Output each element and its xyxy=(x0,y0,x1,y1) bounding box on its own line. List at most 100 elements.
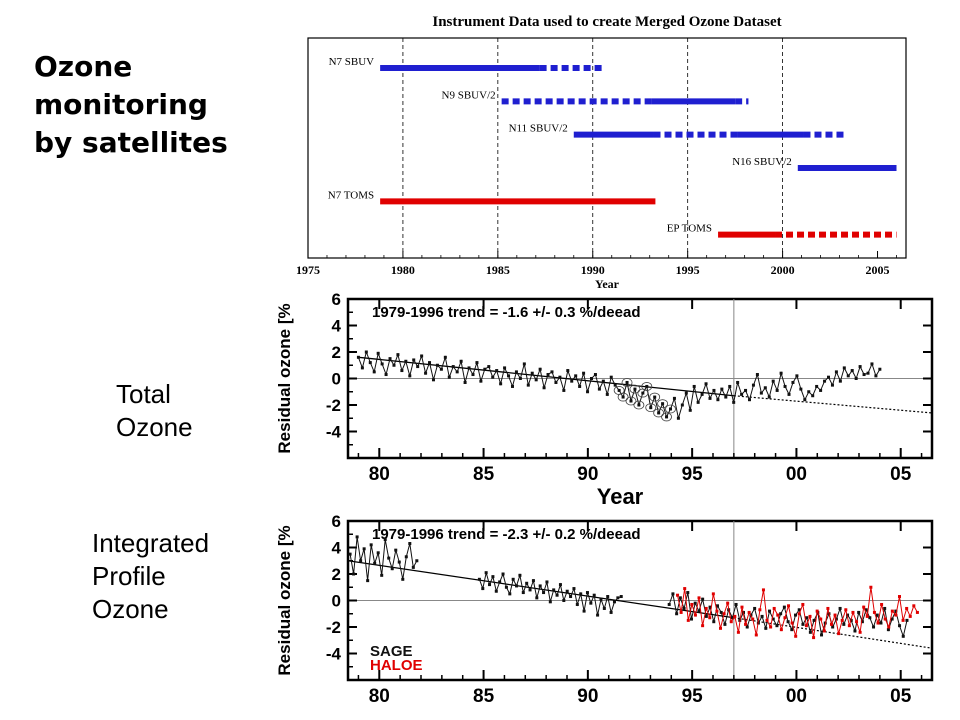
profile-ozone-haloe-point xyxy=(676,593,680,597)
total-ozone-series-point xyxy=(364,350,368,354)
total-ozone-series-point xyxy=(404,359,408,363)
profile-ozone-sage-point xyxy=(860,620,864,624)
profile-ozone-haloe-point xyxy=(865,614,869,618)
profile-ozone-sage-point xyxy=(504,585,508,589)
profile-ozone-trend-line xyxy=(347,560,734,619)
total-ozone-series-point xyxy=(827,375,831,379)
profile-ozone-sage-point xyxy=(723,622,727,626)
profile-ozone-y-tick-label: 4 xyxy=(332,539,342,558)
profile-ozone-haloe-point xyxy=(822,629,826,633)
profile-ozone-haloe-point xyxy=(701,624,705,628)
total-ozone-series-point xyxy=(360,366,364,370)
profile-ozone-sage-point xyxy=(579,592,583,596)
profile-ozone-haloe-point xyxy=(880,602,884,606)
profile-ozone-sage-point xyxy=(602,606,606,610)
profile-ozone-haloe-point xyxy=(829,622,833,626)
profile-ozone-sage-point xyxy=(508,592,512,596)
profile-ozone-sage-point xyxy=(619,595,623,599)
total-ozone-series-point xyxy=(570,379,574,383)
total-ozone-series-point xyxy=(475,361,479,365)
instrument-label-n7-toms: N7 TOMS xyxy=(328,189,374,201)
total-ozone-x-tick-label: 80 xyxy=(369,464,390,485)
profile-ozone-haloe-point xyxy=(754,633,758,637)
profile-ozone-haloe-line xyxy=(677,587,918,638)
profile-ozone-x-tick-label: 00 xyxy=(786,686,807,707)
profile-ozone-sage-point xyxy=(545,580,549,584)
profile-ozone-haloe-point xyxy=(747,610,751,614)
total-ozone-series-point xyxy=(578,384,582,388)
profile-ozone-haloe-point xyxy=(833,613,837,617)
profile-ozone-sage-point xyxy=(383,538,387,542)
total-ozone-series-point xyxy=(815,384,819,388)
profile-ozone-haloe-point xyxy=(787,604,791,608)
profile-ozone-y-tick-label: 0 xyxy=(332,592,341,611)
total-ozone-series-point xyxy=(534,378,538,382)
profile-ozone-sage-point xyxy=(535,596,539,600)
total-ozone-series-point xyxy=(708,396,712,400)
instrument-label-n7-sbuv: N7 SBUV xyxy=(329,56,375,68)
profile-ozone-haloe-point xyxy=(905,606,909,610)
profile-ozone-sage-point xyxy=(569,595,573,599)
total-ozone-series-point xyxy=(589,377,593,380)
profile-ozone-haloe-point xyxy=(894,613,898,617)
profile-ozone-sage-point xyxy=(764,626,768,630)
total-ozone-circled-point xyxy=(629,384,641,394)
profile-ozone-haloe-point xyxy=(815,609,819,613)
total-ozone-series-point xyxy=(372,370,376,374)
total-ozone-series-point xyxy=(601,379,605,383)
profile-ozone-sage-point xyxy=(348,552,352,556)
total-ozone-series-point xyxy=(712,388,716,392)
profile-ozone-sage-point xyxy=(808,630,812,634)
total-ozone-series-point xyxy=(846,374,850,378)
profile-ozone-sage-point xyxy=(834,617,838,621)
profile-ozone-sage-point xyxy=(552,588,556,592)
profile-ozone-haloe-point xyxy=(819,617,823,621)
timeline-x-tick-label: 1980 xyxy=(391,263,415,277)
total-ozone-series-point xyxy=(538,367,542,371)
total-ozone-series-point xyxy=(451,365,455,369)
total-ozone-series-point xyxy=(503,366,507,370)
profile-ozone-sage-point xyxy=(760,614,764,618)
profile-ozone-sage-point xyxy=(719,610,723,614)
total-ozone-series-point xyxy=(811,394,815,398)
profile-ozone-label: Integrated Profile Ozone xyxy=(92,527,209,626)
profile-ozone-haloe-point xyxy=(690,602,694,606)
profile-ozone-haloe-point xyxy=(890,609,894,613)
profile-ozone-sage-point xyxy=(790,628,794,632)
total-ozone-series-point xyxy=(823,379,827,383)
total-ozone-series-point xyxy=(700,392,704,396)
profile-ozone-legend-sage: SAGE xyxy=(370,643,413,660)
total-ozone-y-tick-label: 4 xyxy=(332,317,342,336)
total-ozone-circled-point xyxy=(617,392,629,402)
instrument-label-n9-sbuv-2: N9 SBUV/2 xyxy=(442,89,496,101)
total-ozone-series-point xyxy=(428,361,432,365)
profile-ozone-sage-point xyxy=(528,588,532,592)
total-ozone-series-point xyxy=(412,358,416,362)
profile-ozone-haloe-point xyxy=(765,618,769,622)
slide-title-line-2: monitoring xyxy=(34,88,208,121)
profile-ozone-haloe-point xyxy=(883,617,887,621)
profile-ozone-sage-point xyxy=(515,584,519,588)
total-ozone-series-point xyxy=(471,373,475,377)
total-ozone-series-point xyxy=(748,398,751,402)
total-ozone-series-point xyxy=(834,370,838,374)
total-ozone-series-point xyxy=(720,387,724,391)
total-ozone-series-point xyxy=(495,369,499,373)
profile-ozone-x-tick-label: 80 xyxy=(369,686,390,707)
total-ozone-series-point xyxy=(724,395,728,399)
profile-ozone-sage-point xyxy=(525,581,529,585)
total-ozone-series-point xyxy=(807,390,811,394)
profile-ozone-sage-point xyxy=(491,575,495,579)
profile-ozone-haloe-point xyxy=(686,618,690,622)
profile-ozone-sage-point xyxy=(376,551,380,555)
profile-ozone-sage-point xyxy=(562,599,566,602)
total-ozone-series-point xyxy=(751,383,755,387)
total-ozone-series-point xyxy=(400,369,404,373)
total-ozone-series-point xyxy=(467,366,471,370)
total-ozone-series-point xyxy=(546,373,550,377)
profile-ozone-haloe-point xyxy=(851,610,855,614)
profile-ozone-sage-point xyxy=(616,596,620,600)
profile-ozone-sage-point xyxy=(794,613,798,617)
instrument-label-ep-toms: EP TOMS xyxy=(667,223,712,235)
profile-ozone-sage-point xyxy=(411,565,415,569)
